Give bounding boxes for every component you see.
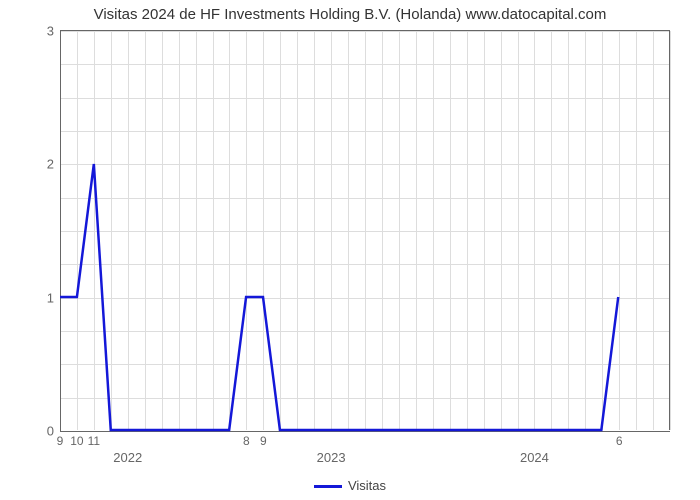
x-tick-label: 9 [260, 434, 267, 448]
legend: Visitas [0, 478, 700, 493]
legend-label: Visitas [348, 478, 386, 493]
x-tick-label: 10 [70, 434, 83, 448]
x-major-label: 2022 [113, 450, 142, 465]
x-tick-label: 6 [616, 434, 623, 448]
x-tick-label: 9 [57, 434, 64, 448]
x-major-label: 2023 [317, 450, 346, 465]
y-tick-label: 2 [47, 157, 54, 172]
chart-title: Visitas 2024 de HF Investments Holding B… [0, 6, 700, 23]
y-tick-label: 0 [47, 424, 54, 439]
y-tick-label: 3 [47, 24, 54, 39]
y-tick-label: 1 [47, 290, 54, 305]
legend-swatch [314, 485, 342, 488]
chart-container: Visitas 2024 de HF Investments Holding B… [0, 0, 700, 500]
plot-area: 012391011896202220232024 [60, 30, 670, 430]
series-line [60, 31, 669, 430]
x-major-label: 2024 [520, 450, 549, 465]
x-tick-label: 8 [243, 434, 250, 448]
x-tick-label: 11 [88, 434, 100, 448]
grid-line-vertical [670, 31, 671, 430]
